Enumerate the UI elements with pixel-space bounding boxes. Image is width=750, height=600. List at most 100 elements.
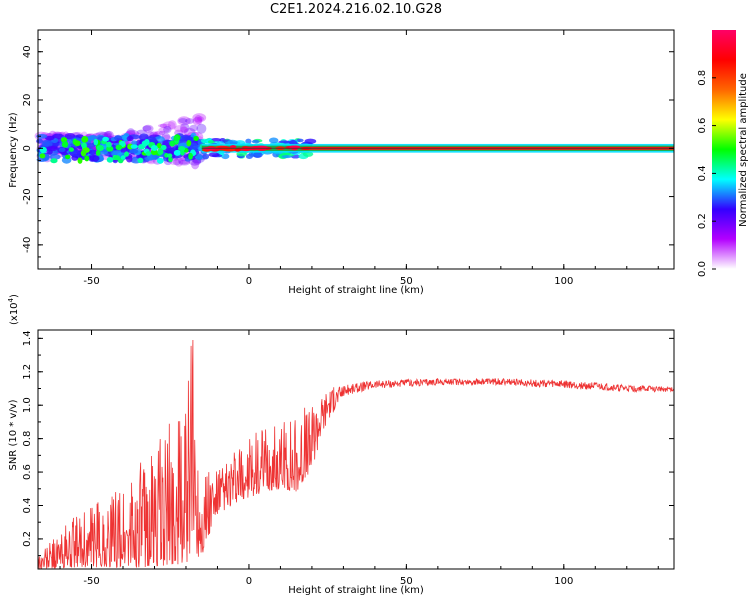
- spectrogram-cell: [189, 142, 198, 150]
- spectrogram-cell: [268, 137, 279, 144]
- spectrogram-y-tick-label: -40: [22, 237, 33, 253]
- spectrogram-cell: [45, 135, 55, 141]
- spectrogram-cell: [180, 122, 190, 133]
- snr-y-tick-label: 0.4: [22, 498, 33, 514]
- spectrogram-cell: [188, 152, 193, 160]
- spectrogram-cell: [197, 116, 204, 122]
- spectrogram-cell: [191, 159, 200, 170]
- snr-x-tick-label: 0: [246, 576, 252, 587]
- spectrogram-cell: [173, 149, 181, 156]
- spectrogram-cell: [179, 126, 188, 134]
- snr-y-tick-label: 1.2: [22, 364, 33, 380]
- snr-x-tick-label: 50: [400, 576, 413, 587]
- spectrogram-x-tick-label: 50: [400, 276, 413, 287]
- spectrogram-cell: [41, 141, 50, 147]
- spectrogram-cell: [130, 149, 139, 154]
- spectrogram-cell: [137, 157, 144, 164]
- spectrogram-cell: [36, 133, 48, 139]
- spectrogram-y-tick-label: 20: [22, 94, 33, 107]
- spectrogram-cell: [163, 125, 172, 134]
- spectrogram-frame: [37, 29, 675, 270]
- spectrogram-cell: [174, 124, 187, 133]
- snr-y-tick-label: 1.4: [22, 330, 33, 346]
- snr-x-axis-label: Height of straight line (km): [288, 585, 424, 596]
- spectrogram-cell: [158, 127, 170, 134]
- spectrogram-cell: [142, 125, 152, 132]
- spectrogram-cell: [65, 154, 71, 160]
- spectrogram-x-tick-label: 100: [554, 276, 573, 287]
- spectrogram-cell: [74, 140, 81, 147]
- spectrogram-cell: [178, 118, 188, 124]
- spectrogram-cell: [113, 155, 121, 161]
- spectrogram-cell: [93, 138, 99, 146]
- spectrogram-cell: [194, 115, 203, 124]
- snr-y-ticks: 0.2 0.4 0.6 0.8 1.0 1.2 1.4: [22, 330, 674, 557]
- spectrogram-cell: [145, 151, 152, 156]
- spectrogram-cell: [157, 123, 172, 128]
- spectrogram-x-ticks: -50 0 50 100: [59, 30, 659, 287]
- spectrogram-cell: [84, 155, 90, 162]
- spectrogram-cell: [186, 140, 192, 147]
- spectrogram-cell: [61, 141, 69, 148]
- colorbar-label: Normalized spectral amplitude: [738, 73, 749, 227]
- spectrogram-y-tick-label: 0: [22, 145, 33, 151]
- spectrogram-cell: [156, 157, 164, 164]
- spectrogram-panel: -50 0 50 100 -40 -20 0 20 40 Height of straight…: [8, 29, 675, 296]
- spectrogram-cell: [58, 147, 66, 153]
- colorbar-gradient: [712, 30, 736, 269]
- spectrogram-y-ticks: -40 -20 0 20 40: [22, 39, 674, 270]
- spectrogram-cell: [120, 155, 126, 160]
- spectrogram-cell: [151, 145, 158, 152]
- spectrogram-cell: [49, 154, 61, 160]
- spectrogram-cell: [64, 132, 76, 140]
- spectrogram-cell: [168, 157, 173, 163]
- spectrogram-cell: [167, 120, 177, 130]
- spectrogram-cell: [87, 135, 97, 141]
- spectrogram-y-tick-label: -20: [22, 188, 33, 204]
- spectrogram-cell: [278, 140, 291, 144]
- snr-y-tick-label: 0.8: [22, 431, 33, 447]
- spectrogram-cell: [177, 116, 191, 126]
- spectrogram-cell: [130, 144, 138, 149]
- spectrogram-cell: [166, 153, 173, 158]
- spectrogram-cell: [114, 135, 123, 141]
- snr-frame: [37, 329, 675, 570]
- snr-y-tick-label: 1.0: [22, 397, 33, 413]
- colorbar-tick-label: 0.8: [697, 70, 708, 86]
- spectrogram-cell: [202, 153, 210, 160]
- spectrogram-cell: [102, 136, 109, 142]
- spectrogram-cell: [208, 152, 220, 158]
- spectrogram-cell: [157, 148, 164, 156]
- snr-x-ticks: -50 0 50 100: [59, 330, 659, 587]
- spectrogram-cell: [227, 139, 238, 145]
- spectrogram-cell: [39, 153, 46, 159]
- spectrogram-cell: [162, 121, 176, 130]
- spectrogram-heatmap: [34, 113, 674, 170]
- snr-y-tick-label: 0.2: [22, 531, 33, 547]
- spectrogram-cell: [126, 155, 133, 163]
- spectrogram-cell: [46, 149, 53, 155]
- spectrogram-cell: [167, 147, 174, 153]
- colorbar-tick-label: 0.6: [697, 118, 708, 134]
- spectrogram-cell: [158, 130, 166, 136]
- spectrogram-cell: [178, 146, 186, 152]
- snr-y-axis-label: SNR (10 * v/v): [8, 399, 19, 470]
- spectrogram-cell: [89, 155, 100, 162]
- snr-series-line: [38, 339, 674, 569]
- spectrogram-cell: [192, 116, 203, 126]
- spectrogram-cell: [207, 140, 215, 144]
- spectrogram-cell: [39, 146, 47, 154]
- spectrogram-cell: [302, 151, 314, 157]
- spectrogram-cell: [185, 118, 195, 125]
- spectrogram-cell: [50, 158, 58, 164]
- spectrogram-cell: [105, 141, 112, 148]
- spectrogram-x-tick-label: -50: [83, 276, 99, 287]
- snr-scale-label: (x104): [7, 294, 20, 325]
- snr-panel: -50 0 50 100 0.2 0.4 0.6 0.8 1.0 1.2 1.4 Height o…: [7, 294, 675, 596]
- spectrogram-cell: [81, 142, 87, 148]
- spectrogram-x-axis-label: Height of straight line (km): [288, 285, 424, 296]
- colorbar-tick-label: 0.4: [697, 165, 708, 181]
- spectrogram-cell: [172, 158, 181, 166]
- snr-x-tick-label: 100: [554, 576, 573, 587]
